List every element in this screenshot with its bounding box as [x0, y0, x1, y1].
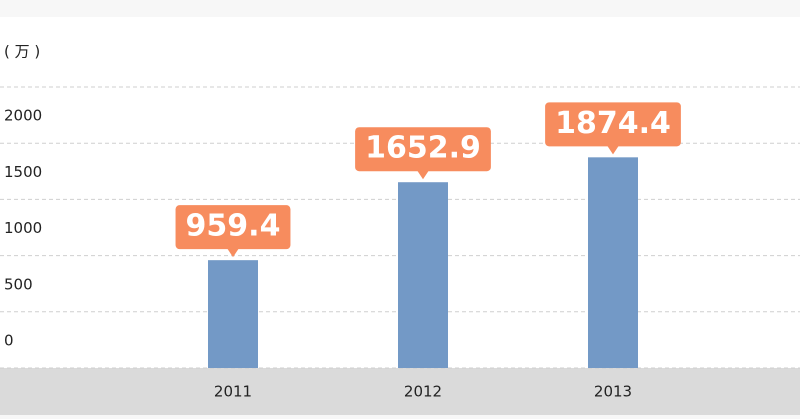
y-tick-label: 0 — [4, 332, 14, 350]
x-axis-band — [0, 368, 800, 415]
callout-pointer — [417, 170, 429, 180]
bar — [588, 157, 638, 368]
y-tick-label: 2000 — [4, 107, 42, 125]
y-tick-label: 1000 — [4, 219, 42, 237]
callout-pointer — [607, 145, 619, 155]
value-label: 959.4 — [186, 209, 281, 244]
y-tick-label: 500 — [4, 275, 33, 293]
y-unit: ( 万 ) — [4, 43, 40, 61]
value-callout — [355, 127, 491, 172]
value-callout — [175, 205, 291, 250]
value-label: 1652.9 — [365, 131, 481, 166]
bar — [208, 260, 258, 368]
x-tick-label: 2011 — [214, 383, 252, 401]
y-tick-label: 1500 — [4, 163, 42, 181]
value-label: 1874.4 — [555, 106, 671, 141]
bar — [398, 182, 448, 368]
callout-pointer — [227, 248, 239, 258]
x-tick-label: 2013 — [594, 383, 632, 401]
value-callout — [545, 102, 681, 147]
x-tick-label: 2012 — [404, 383, 442, 401]
